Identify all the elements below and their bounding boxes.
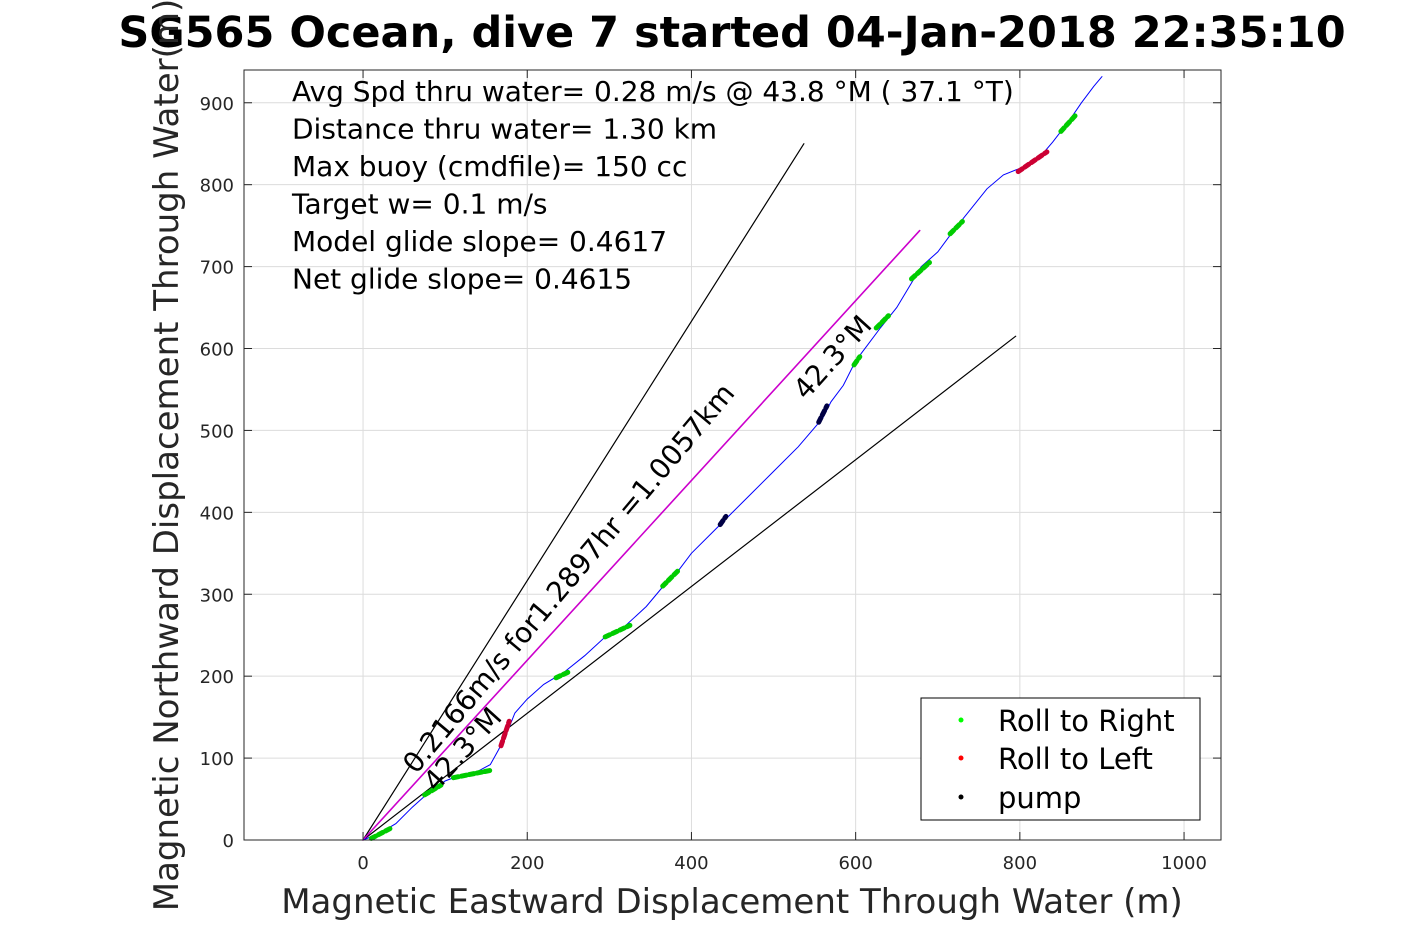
roll-right-marker [909,260,932,282]
roll-right-marker [873,313,891,331]
y-tick-label: 900 [200,94,234,115]
roll-right-marker [602,622,633,640]
y-tick-label: 200 [200,667,234,688]
roll-right-marker [947,219,965,237]
annotation-line: Model glide slope= 0.4617 [292,225,667,258]
y-axis-label: Magnetic Northward Displacement Through … [147,0,187,911]
annotation-line: Max buoy (cmdfile)= 150 cc [292,150,687,183]
x-tick-label: 800 [1003,853,1037,874]
y-tick-label: 700 [200,258,234,279]
lower-bound-line [362,335,1017,841]
roll-right-marker [553,669,571,681]
net-displacement-line [362,229,921,841]
legend-marker-roll-right [958,717,964,723]
chart-title: SG565 Ocean, dive 7 started 04-Jan-2018 … [118,8,1345,58]
roll-right-marker [660,567,682,589]
x-tick-label: 0 [357,853,368,874]
y-tick-label: 400 [200,503,234,524]
y-tick-label: 100 [200,749,234,770]
axes-frame [243,69,1222,841]
roll-right-marker [1058,112,1079,134]
roll-left-marker [1015,149,1050,175]
upper-bound-line [362,143,805,841]
y-tick-label: 600 [200,340,234,361]
legend-label-roll-right: Roll to Right [998,704,1175,738]
legend-marker-pump [958,794,964,800]
y-tick-label: 300 [200,585,234,606]
roll-right-marker [450,767,493,781]
legend-marker-roll-left [958,755,964,761]
x-tick-label: 400 [674,853,708,874]
y-tick-label: 800 [200,176,234,197]
ticks: 0 200 400 600 800 1000 0 100 200 300 400 500 600 700 8… [200,70,1221,874]
legend: Roll to Right Roll to Left pump [920,697,1201,821]
roll-left-marker [498,718,512,749]
annotation-line: Target w= 0.1 m/s [291,188,548,221]
pump-marker [717,513,729,528]
x-tick-label: 600 [838,853,872,874]
annotation-line: Net glide slope= 0.4615 [292,263,632,296]
x-axis-label: Magnetic Eastward Displacement Through W… [281,882,1183,922]
x-tick-label: 200 [510,853,544,874]
roll-right-marker [851,354,863,368]
annotation-line: Avg Spd thru water= 0.28 m/s @ 43.8 °M (… [292,75,1014,108]
plot-area [362,76,1103,841]
y-tick-label: 500 [200,421,234,442]
y-tick-label: 0 [223,831,234,852]
legend-label-pump: pump [998,781,1081,815]
roll-right-marker [368,825,395,841]
pump-marker [816,403,830,425]
roll-right-marker [422,782,444,798]
legend-box [920,697,1201,821]
x-tick-label: 1000 [1161,853,1207,874]
legend-label-roll-left: Roll to Left [998,742,1153,776]
annotation-line: Distance thru water= 1.30 km [292,113,717,146]
